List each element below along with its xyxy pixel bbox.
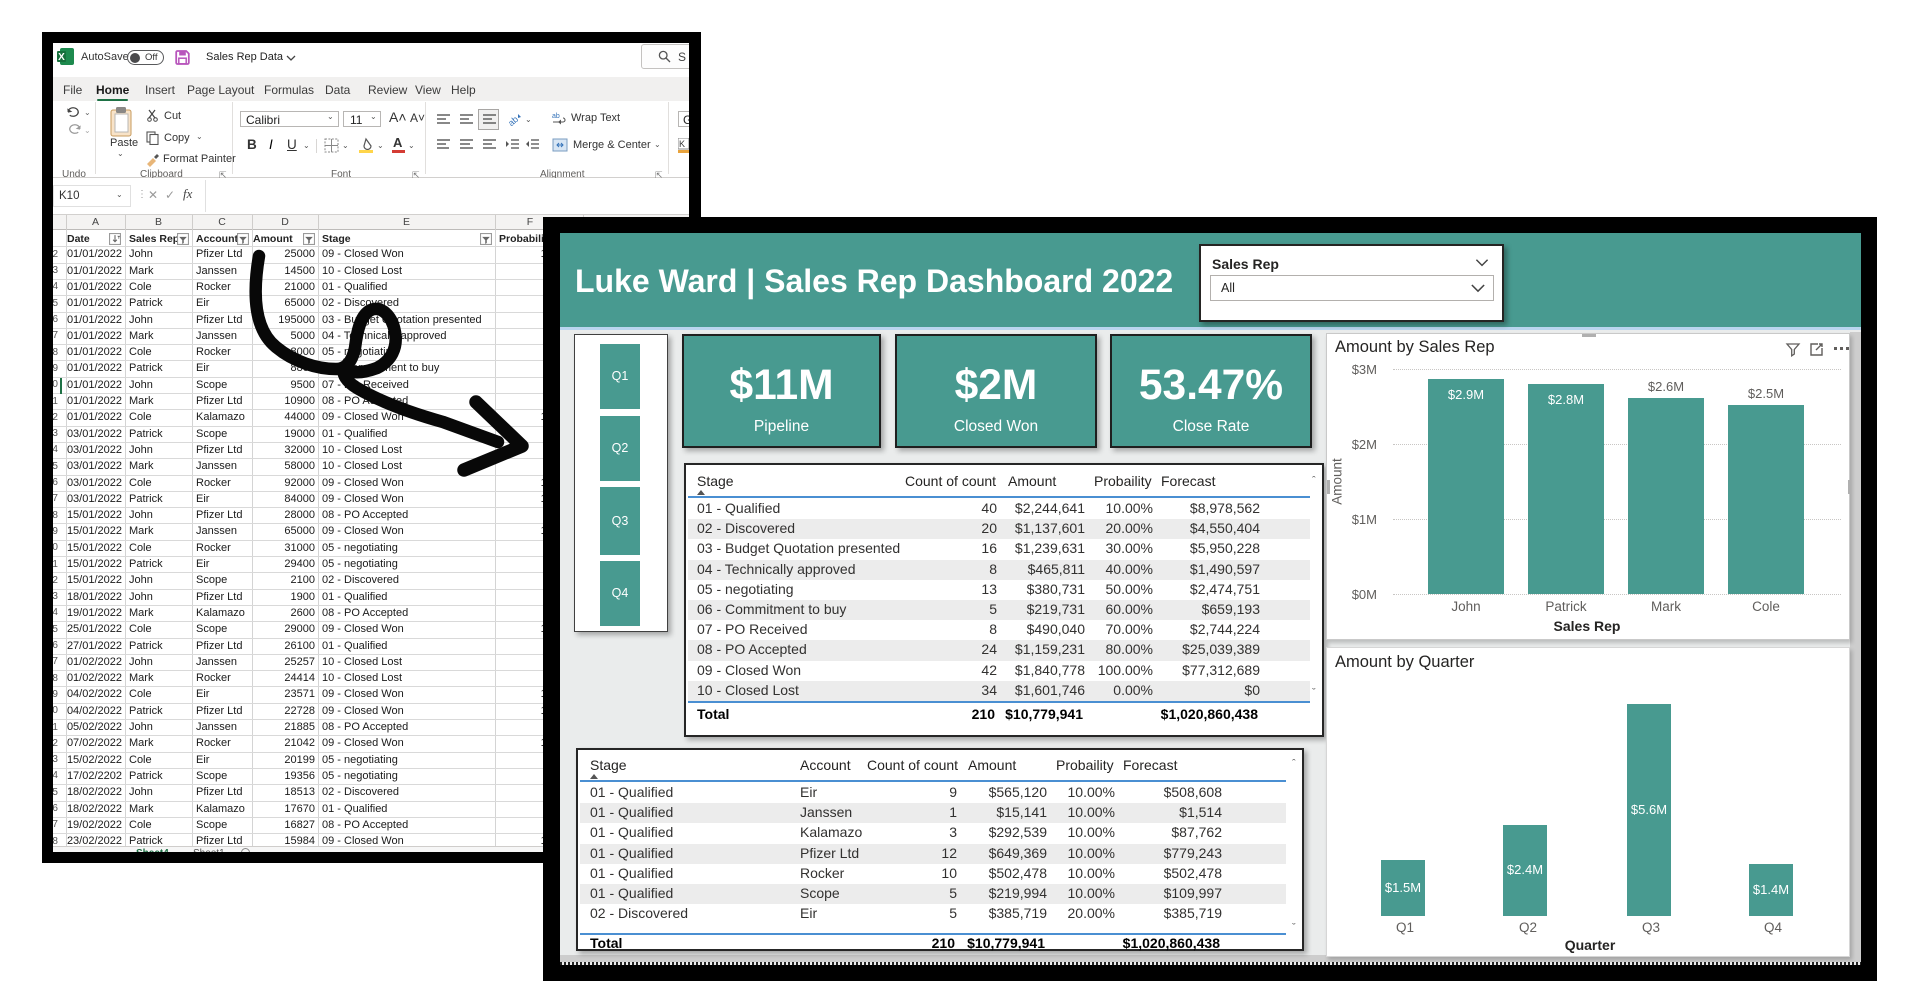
svg-text:K: K [679,139,685,149]
svg-text:X: X [58,52,65,63]
svg-text:ab: ab [552,113,560,120]
